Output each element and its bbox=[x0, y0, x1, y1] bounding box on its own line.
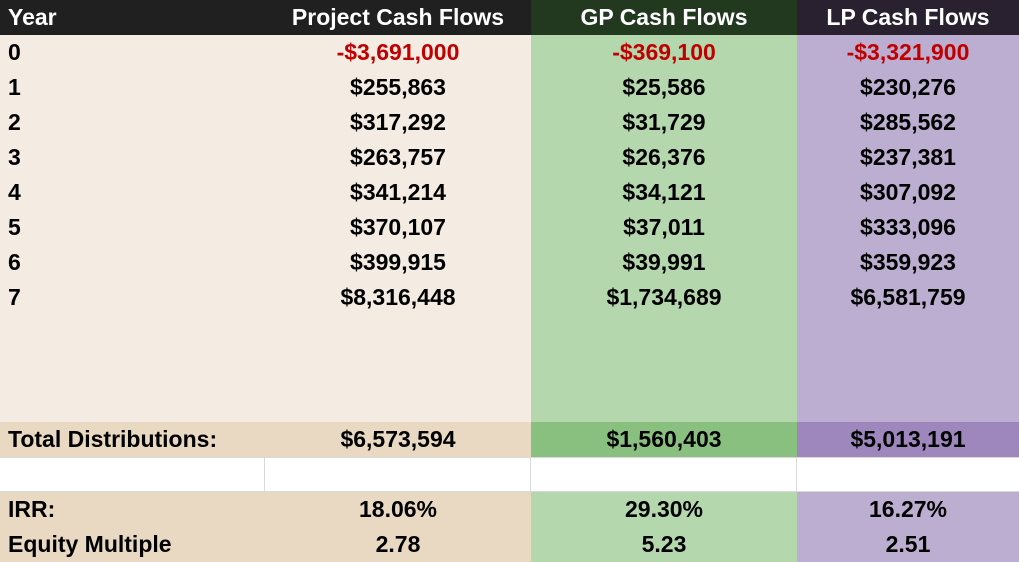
year-cell: 3 bbox=[0, 140, 265, 175]
header-project-cash-flows: Project Cash Flows bbox=[265, 0, 531, 35]
blank-cell bbox=[531, 457, 797, 492]
header-year: Year bbox=[0, 0, 265, 35]
header-lp-cash-flows: LP Cash Flows bbox=[797, 0, 1019, 35]
project-cash-flow-cell: $255,863 bbox=[265, 70, 531, 105]
irr-gp-cell: 29.30% bbox=[531, 492, 797, 527]
blank-cell bbox=[265, 457, 531, 492]
project-cash-flow-cell: $8,316,448 bbox=[265, 280, 531, 315]
year-cell: 7 bbox=[0, 280, 265, 315]
project-cash-flow-cell: $317,292 bbox=[265, 105, 531, 140]
empty-cell bbox=[265, 315, 531, 422]
project-cash-flow-cell: $399,915 bbox=[265, 245, 531, 280]
lp-cash-flow-cell: $6,581,759 bbox=[797, 280, 1019, 315]
gp-cash-flow-cell: $1,734,689 bbox=[531, 280, 797, 315]
gp-cash-flow-cell: $34,121 bbox=[531, 175, 797, 210]
gp-cash-flow-cell: $25,586 bbox=[531, 70, 797, 105]
project-cash-flow-cell: $263,757 bbox=[265, 140, 531, 175]
lp-cash-flow-cell: $285,562 bbox=[797, 105, 1019, 140]
gp-cash-flow-cell: $26,376 bbox=[531, 140, 797, 175]
irr-lp-cell: 16.27% bbox=[797, 492, 1019, 527]
gp-cash-flow-cell: -$369,100 bbox=[531, 35, 797, 70]
lp-cash-flow-cell: $333,096 bbox=[797, 210, 1019, 245]
equity-multiple-gp-cell: 5.23 bbox=[531, 527, 797, 562]
equity-multiple-lp-cell: 2.51 bbox=[797, 527, 1019, 562]
blank-cell bbox=[797, 457, 1019, 492]
total-distributions-label: Total Distributions: bbox=[0, 422, 265, 457]
year-cell: 0 bbox=[0, 35, 265, 70]
total-gp-cell: $1,560,403 bbox=[531, 422, 797, 457]
year-cell: 2 bbox=[0, 105, 265, 140]
gp-cash-flow-cell: $31,729 bbox=[531, 105, 797, 140]
project-cash-flow-cell: $370,107 bbox=[265, 210, 531, 245]
irr-project-cell: 18.06% bbox=[265, 492, 531, 527]
empty-cell bbox=[0, 315, 265, 422]
project-cash-flow-cell: -$3,691,000 bbox=[265, 35, 531, 70]
year-cell: 6 bbox=[0, 245, 265, 280]
lp-cash-flow-cell: -$3,321,900 bbox=[797, 35, 1019, 70]
year-cell: 4 bbox=[0, 175, 265, 210]
equity-multiple-project-cell: 2.78 bbox=[265, 527, 531, 562]
header-gp-cash-flows: GP Cash Flows bbox=[531, 0, 797, 35]
empty-cell bbox=[797, 315, 1019, 422]
gp-cash-flow-cell: $37,011 bbox=[531, 210, 797, 245]
project-cash-flow-cell: $341,214 bbox=[265, 175, 531, 210]
lp-cash-flow-cell: $307,092 bbox=[797, 175, 1019, 210]
empty-cell bbox=[531, 315, 797, 422]
year-cell: 5 bbox=[0, 210, 265, 245]
year-cell: 1 bbox=[0, 70, 265, 105]
equity-multiple-label: Equity Multiple bbox=[0, 527, 265, 562]
lp-cash-flow-cell: $237,381 bbox=[797, 140, 1019, 175]
blank-cell bbox=[0, 457, 265, 492]
lp-cash-flow-cell: $359,923 bbox=[797, 245, 1019, 280]
total-lp-cell: $5,013,191 bbox=[797, 422, 1019, 457]
irr-label: IRR: bbox=[0, 492, 265, 527]
total-project-cell: $6,573,594 bbox=[265, 422, 531, 457]
gp-cash-flow-cell: $39,991 bbox=[531, 245, 797, 280]
lp-cash-flow-cell: $230,276 bbox=[797, 70, 1019, 105]
